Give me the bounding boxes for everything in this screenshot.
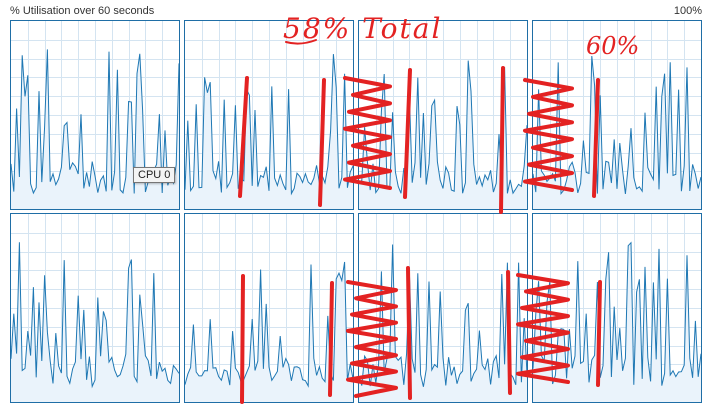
cpu-6-graph	[358, 213, 528, 403]
cpu-tooltip: CPU 0	[133, 167, 176, 183]
cpu-1-graph	[184, 20, 354, 210]
max-percentage-label: 100%	[673, 5, 702, 17]
graph-title: % Utilisation over 60 seconds	[10, 5, 155, 17]
cpu-2-graph	[358, 20, 528, 210]
annotation-total-text: 58% Total	[283, 12, 443, 45]
cpu-5-graph	[184, 213, 354, 403]
cpu-7-graph	[532, 213, 702, 403]
cpu-4-graph	[10, 213, 180, 403]
annotation-60-text: 60%	[586, 32, 640, 60]
